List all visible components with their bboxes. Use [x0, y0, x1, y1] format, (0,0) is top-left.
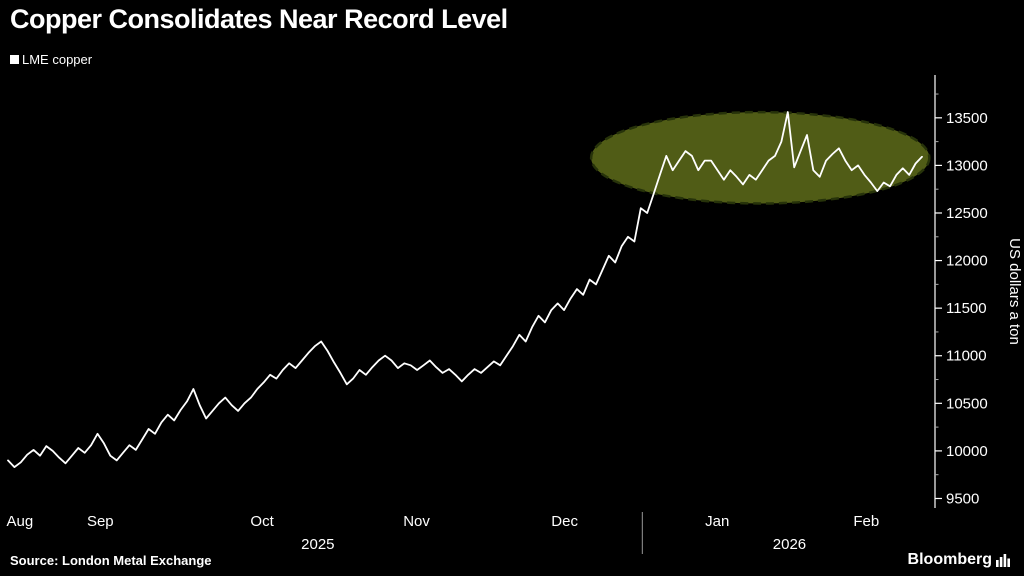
- x-month-label: Jan: [705, 513, 729, 530]
- copper-line-chart: 9500 10000 10500 11000 11500 12000 12500 13000 1…: [7, 75, 1023, 554]
- legend-label: LME copper: [22, 52, 93, 67]
- y-tick-label: 13500: [946, 110, 988, 127]
- x-month-label: Feb: [853, 513, 879, 530]
- y-tick-label: 12500: [946, 205, 988, 222]
- y-tick-label: 11000: [946, 348, 987, 365]
- y-tick-label: 11500: [946, 300, 987, 317]
- bloomberg-bars-icon: [996, 553, 1010, 567]
- footer: Source: London Metal Exchange Bloomberg: [0, 548, 1024, 576]
- source-credit: Source: London Metal Exchange: [10, 552, 212, 568]
- bloomberg-wordmark: Bloomberg: [907, 551, 992, 568]
- y-tick-label: 12000: [946, 253, 988, 270]
- x-year-label: 2025: [301, 536, 334, 553]
- x-month-label: Sep: [87, 513, 114, 530]
- y-tick-label: 9500: [946, 490, 979, 507]
- x-year-label: 2026: [773, 536, 806, 553]
- x-month-label: Dec: [551, 513, 578, 530]
- x-month-label: Oct: [250, 513, 274, 530]
- chart-title: Copper Consolidates Near Record Level: [10, 4, 508, 34]
- price-line: [7, 111, 923, 469]
- record-zone-ellipse: [589, 110, 931, 205]
- x-month-label: Aug: [7, 513, 34, 530]
- y-tick-label: 13000: [946, 157, 988, 174]
- chart-legend: LME copper: [10, 52, 92, 67]
- y-tick-label: 10000: [946, 443, 988, 460]
- y-tick-label: 10500: [946, 395, 988, 412]
- legend-marker: [10, 55, 19, 64]
- y-axis-title: US dollars a ton: [1006, 238, 1023, 345]
- x-month-label: Nov: [403, 513, 430, 530]
- bloomberg-logo: Bloomberg: [908, 551, 1010, 569]
